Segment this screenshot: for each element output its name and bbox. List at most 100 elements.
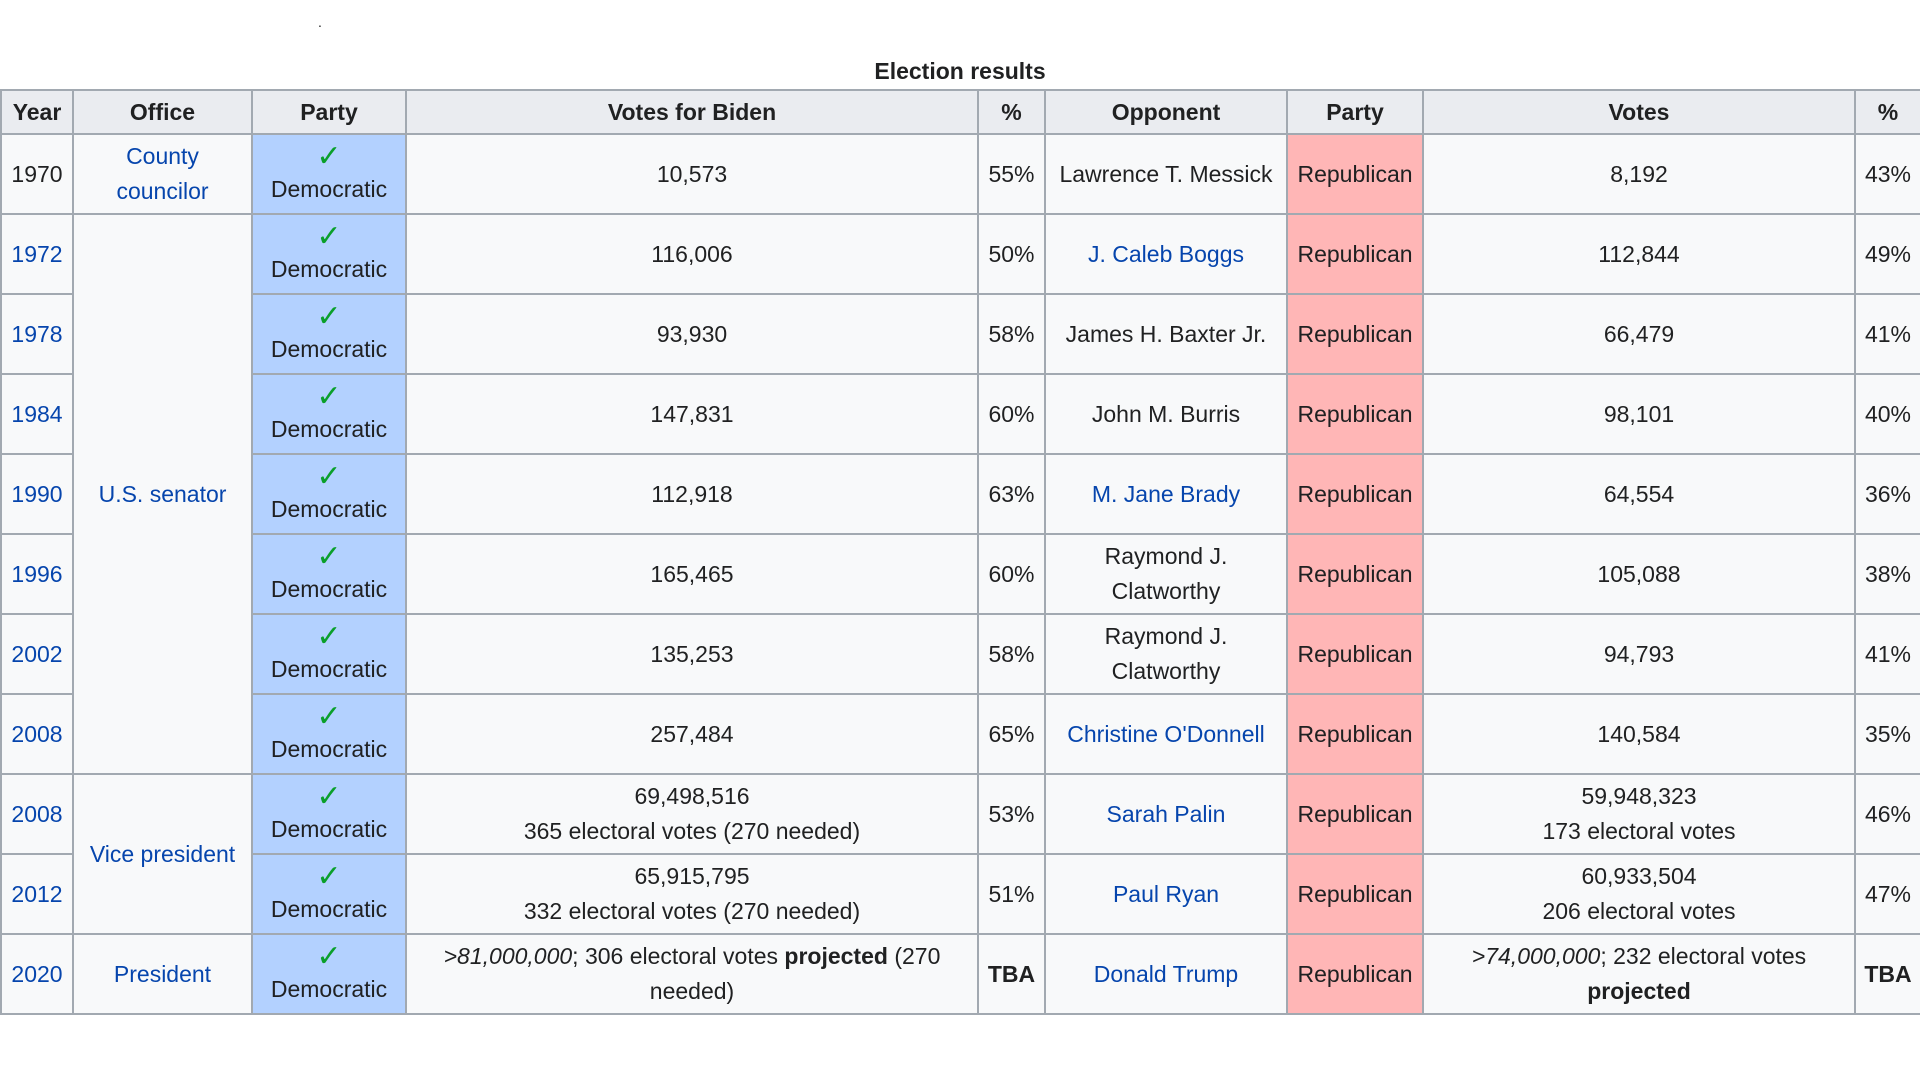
opponent-electoral-votes: 206 electoral votes	[1542, 898, 1736, 924]
opponent-cell[interactable]: J. Caleb Boggs	[1044, 213, 1288, 295]
check-icon: ✓	[316, 380, 342, 413]
percent-cell: 58%	[977, 293, 1046, 375]
year-cell[interactable]: 1978	[0, 293, 74, 375]
opponent-cell[interactable]: Paul Ryan	[1044, 853, 1288, 935]
col-header-opponent-party[interactable]: Party	[1286, 89, 1424, 135]
table-row: 1996 ✓ Democratic 165,465 60% Raymond J. C…	[0, 533, 1920, 615]
year-cell: 1970	[0, 133, 74, 215]
col-header-opponent-percent[interactable]: %	[1854, 89, 1920, 135]
party-cell-democratic: ✓ Democratic	[251, 133, 407, 215]
year-cell[interactable]: 2002	[0, 613, 74, 695]
opponent-votes-cell: 105,088	[1422, 533, 1856, 615]
opponent-cell[interactable]: Donald Trump	[1044, 933, 1288, 1015]
votes-count: 65,915,795	[634, 863, 750, 889]
year-link[interactable]: 2008	[11, 800, 63, 827]
percent-cell: 53%	[977, 773, 1046, 855]
opponent-link[interactable]: Paul Ryan	[1112, 880, 1220, 907]
opponent-link[interactable]: M. Jane Brady	[1091, 480, 1241, 507]
year-link[interactable]: 2008	[11, 720, 63, 747]
opponent-link[interactable]: J. Caleb Boggs	[1088, 240, 1244, 267]
table-row: 2008 Vice president ✓ Democratic 69,498,5…	[0, 773, 1920, 935]
office-cell[interactable]: U.S. senator	[72, 213, 253, 775]
check-icon: ✓	[316, 540, 342, 573]
year-link[interactable]: 1996	[11, 560, 63, 587]
year-cell[interactable]: 2020	[0, 933, 74, 1015]
party-cell-democratic: ✓ Democratic	[251, 213, 407, 295]
opponent-party-cell: Republican	[1286, 133, 1424, 215]
table-row: 2020 President ✓ Democratic >81,000,000; …	[0, 933, 1920, 1015]
percent-cell: 55%	[977, 133, 1046, 215]
opponent-votes-estimate: >74,000,000	[1471, 943, 1601, 969]
opponent-name-line1: Raymond J.	[1104, 543, 1228, 569]
percent-cell: 58%	[977, 613, 1046, 695]
opponent-cell: Raymond J. Clatworthy	[1044, 613, 1288, 695]
opponent-votes-count: 59,948,323	[1581, 783, 1697, 809]
col-header-votes[interactable]: Votes	[1422, 89, 1856, 135]
opponent-percent-cell: 38%	[1854, 533, 1920, 615]
year-link[interactable]: 1978	[11, 320, 63, 347]
opponent-votes-cell: 98,101	[1422, 373, 1856, 455]
year-link[interactable]: 1990	[11, 480, 63, 507]
year-cell[interactable]: 1984	[0, 373, 74, 455]
opponent-votes-cell: 64,554	[1422, 453, 1856, 535]
opponent-cell[interactable]: Sarah Palin	[1044, 773, 1288, 855]
opponent-link[interactable]: Sarah Palin	[1106, 800, 1226, 827]
party-cell-democratic: ✓ Democratic	[251, 853, 407, 935]
opponent-cell[interactable]: Christine O'Donnell	[1044, 693, 1288, 775]
year-cell[interactable]: 2008	[0, 773, 74, 855]
opponent-votes-cell: 8,192	[1422, 133, 1856, 215]
col-header-office[interactable]: Office	[72, 89, 253, 135]
year-cell[interactable]: 1972	[0, 213, 74, 295]
table-row: 2002 ✓ Democratic 135,253 58% Raymond J. C…	[0, 613, 1920, 695]
check-icon: ✓	[316, 220, 342, 253]
table-caption: Election results	[874, 58, 1046, 84]
year-cell[interactable]: 1996	[0, 533, 74, 615]
office-link-county-councilor[interactable]: County councilor	[116, 143, 209, 204]
header-row: Year Office Party Votes for Biden % Oppo…	[0, 89, 1920, 135]
col-header-votes-for-biden[interactable]: Votes for Biden	[405, 89, 979, 135]
office-cell[interactable]: County councilor	[72, 133, 253, 215]
year-link[interactable]: 1972	[11, 240, 63, 267]
opponent-votes-projected: projected	[1587, 978, 1691, 1004]
party-cell-democratic: ✓ Democratic	[251, 293, 407, 375]
opponent-link[interactable]: Christine O'Donnell	[1067, 720, 1265, 747]
check-icon: ✓	[316, 700, 342, 733]
votes-electoral: ; 306 electoral votes	[572, 943, 785, 969]
party-name: Democratic	[270, 736, 388, 762]
year-cell[interactable]: 2008	[0, 693, 74, 775]
year-cell[interactable]: 1990	[0, 453, 74, 535]
office-link-president[interactable]: President	[113, 960, 212, 987]
opponent-votes-count: 60,933,504	[1581, 863, 1697, 889]
votes-cell: 165,465	[405, 533, 979, 615]
year-link[interactable]: 2012	[11, 880, 63, 907]
office-cell[interactable]: President	[72, 933, 253, 1015]
office-cell[interactable]: Vice president	[72, 773, 253, 935]
opponent-votes-cell: 60,933,504 206 electoral votes	[1422, 853, 1856, 935]
opponent-votes-cell: >74,000,000; 232 electoral votes project…	[1422, 933, 1856, 1015]
opponent-party-cell: Republican	[1286, 453, 1424, 535]
table-row: 2008 ✓ Democratic 257,484 65% Christine O…	[0, 693, 1920, 775]
votes-cell: 135,253	[405, 613, 979, 695]
votes-count: 69,498,516	[634, 783, 750, 809]
opponent-cell[interactable]: M. Jane Brady	[1044, 453, 1288, 535]
party-name: Democratic	[270, 496, 388, 522]
votes-estimate: >81,000,000	[443, 943, 573, 969]
year-cell[interactable]: 2012	[0, 853, 74, 935]
opponent-link[interactable]: Donald Trump	[1093, 960, 1239, 987]
votes-projected: projected	[784, 943, 888, 969]
votes-cell: 147,831	[405, 373, 979, 455]
office-link-us-senator[interactable]: U.S. senator	[98, 480, 227, 507]
percent-cell: TBA	[977, 933, 1046, 1015]
opponent-party-cell: Republican	[1286, 933, 1424, 1015]
office-link-vice-president[interactable]: Vice president	[89, 840, 236, 867]
year-link[interactable]: 2002	[11, 640, 63, 667]
opponent-electoral-votes: 173 electoral votes	[1542, 818, 1736, 844]
col-header-opponent[interactable]: Opponent	[1044, 89, 1288, 135]
col-header-party[interactable]: Party	[251, 89, 407, 135]
col-header-year[interactable]: Year	[0, 89, 74, 135]
year-link[interactable]: 2020	[11, 960, 63, 987]
year-link[interactable]: 1984	[11, 400, 63, 427]
col-header-percent[interactable]: %	[977, 89, 1046, 135]
party-cell-democratic: ✓ Democratic	[251, 693, 407, 775]
check-icon: ✓	[316, 140, 342, 173]
